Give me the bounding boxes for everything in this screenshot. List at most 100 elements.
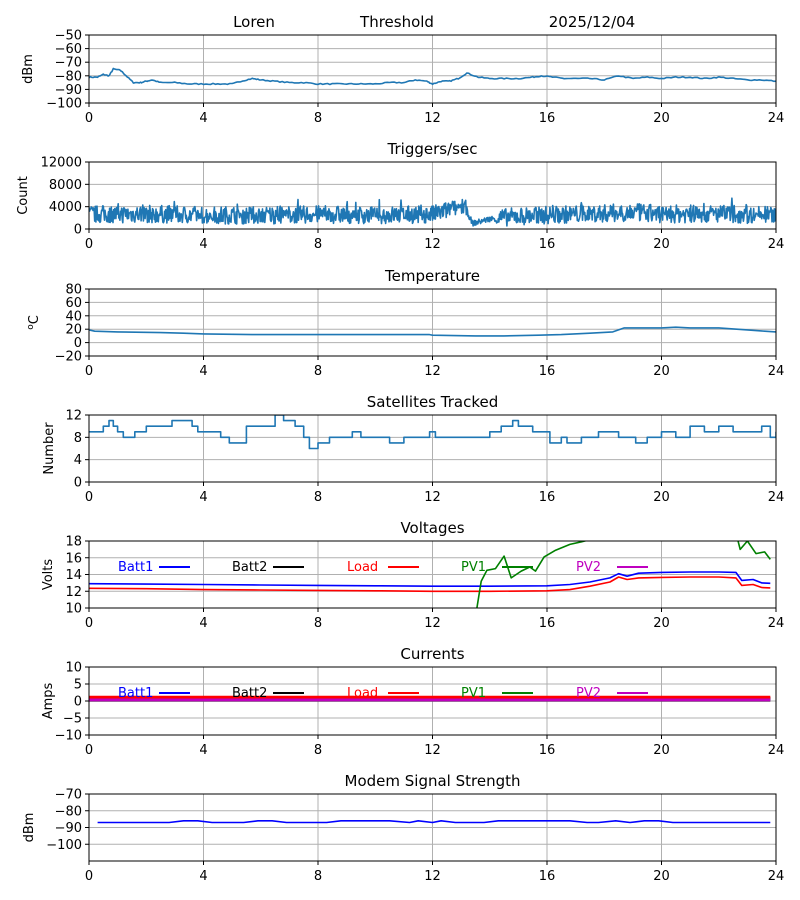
y-axis: 10 5 0 −5 −10: [55, 661, 89, 744]
series-group: [89, 695, 771, 702]
x-tick-label: 20: [653, 743, 670, 758]
x-tick-label: 8: [314, 743, 322, 758]
y-tick-label: −90: [55, 83, 82, 98]
gridlines: [88, 34, 777, 104]
legend-item-batt1: Batt1: [118, 686, 190, 701]
x-tick-label: 12: [424, 490, 441, 505]
gridlines: [88, 288, 777, 357]
y-tick-label: 10: [65, 661, 82, 676]
x-tick-label: 8: [314, 869, 322, 884]
legend-label: Load: [347, 560, 378, 575]
y-tick-label: −80: [55, 69, 82, 84]
x-tick-label: 8: [314, 237, 322, 252]
legend-item-batt2: Batt2: [232, 560, 304, 575]
series-group: [89, 326, 776, 337]
y-tick-label: −50: [55, 29, 82, 44]
y-tick-label: 12: [65, 585, 82, 600]
header-site: Loren: [233, 13, 275, 31]
series-line-pv1: [476, 541, 771, 608]
y-axis: −50−60−70−80−90−100: [46, 29, 89, 112]
chart-title: Voltages: [400, 519, 464, 537]
y-tick-label: 60: [65, 296, 82, 311]
x-tick-label: 0: [85, 364, 93, 379]
x-axis: 0 4 8 12 16 20 24: [85, 229, 784, 252]
legend-label: Load: [347, 686, 378, 701]
gridlines: [88, 793, 777, 861]
chart-triggers: Triggers/sec 0 4 8 12 16 20 24 12000 8000 4000 0 Cou…: [16, 140, 784, 252]
series-line-batt1: [89, 571, 771, 587]
y-axis-label-unit: C: [27, 315, 42, 324]
y-tick-label: −90: [55, 821, 82, 836]
y-tick-label: 0: [74, 476, 82, 491]
chart-voltages: Voltages Batt1 Batt2 Load PV1 PV2 0 4 8 12 16 20 24 1…: [41, 519, 784, 631]
x-tick-label: 12: [424, 364, 441, 379]
series-group: [89, 67, 776, 86]
x-tick-label: 8: [314, 616, 322, 631]
legend-label: Batt1: [118, 686, 153, 701]
x-tick-label: 12: [424, 616, 441, 631]
y-tick-label: −80: [55, 804, 82, 819]
x-tick-label: 20: [653, 364, 670, 379]
x-tick-label: 4: [199, 743, 207, 758]
x-tick-label: 24: [768, 743, 785, 758]
chart-threshold: 0 4 8 12 16 20 24 −50−60−70−80−90−100 dBm: [21, 29, 784, 127]
legend: Batt1 Batt2 Load PV1 PV2: [118, 560, 648, 575]
x-tick-label: 0: [85, 743, 93, 758]
x-axis: 0 4 8 12 16 20 24: [85, 482, 784, 505]
legend-label: Batt2: [232, 686, 267, 701]
legend-item-pv2: PV2: [576, 686, 648, 701]
legend-item-pv1: PV1: [461, 686, 533, 701]
y-tick-label: 12000: [41, 156, 82, 171]
y-tick-label: −70: [55, 788, 82, 803]
y-axis-label: Volts: [41, 559, 56, 591]
x-tick-label: 24: [768, 869, 785, 884]
x-tick-label: 4: [199, 111, 207, 126]
legend-item-load: Load: [347, 686, 419, 701]
chart-title: Satellites Tracked: [367, 393, 498, 411]
y-axis: 12 8 4 0: [65, 409, 89, 491]
x-tick-label: 0: [85, 111, 93, 126]
y-axis-label: dBm: [22, 813, 37, 843]
y-tick-label: 12: [65, 409, 82, 424]
legend-item-batt2: Batt2: [232, 686, 304, 701]
legend-label: Batt1: [118, 560, 153, 575]
series-group: [89, 415, 776, 450]
y-tick-label: 18: [65, 535, 82, 550]
x-axis: 0 4 8 12 16 20 24: [85, 103, 784, 126]
chart-title: Triggers/sec: [387, 140, 478, 158]
header-date: 2025/12/04: [549, 13, 635, 31]
y-axis-label-degree: o: [26, 324, 36, 330]
y-tick-label: 0: [74, 223, 82, 238]
y-tick-label: −20: [55, 350, 82, 365]
x-tick-label: 20: [653, 237, 670, 252]
series-line-temperature: [89, 326, 776, 337]
x-tick-label: 20: [653, 111, 670, 126]
legend-label: Batt2: [232, 560, 267, 575]
legend-label: PV2: [576, 560, 601, 575]
legend-item-pv2: PV2: [576, 560, 648, 575]
x-axis: 0 4 8 12 16 20 24: [85, 861, 784, 884]
x-tick-label: 16: [539, 869, 556, 884]
x-tick-label: 12: [424, 237, 441, 252]
x-tick-label: 24: [768, 364, 785, 379]
x-tick-label: 16: [539, 364, 556, 379]
x-tick-label: 8: [314, 111, 322, 126]
chart-modem: Modem Signal Strength 0 4 8 12 16 20 24 −70−80 −9…: [22, 772, 784, 884]
legend-item-pv1: PV1: [461, 560, 533, 575]
x-tick-label: 4: [199, 490, 207, 505]
x-tick-label: 12: [424, 869, 441, 884]
y-tick-label: 40: [65, 309, 82, 324]
legend-item-load: Load: [347, 560, 419, 575]
x-tick-label: 20: [653, 869, 670, 884]
x-tick-label: 8: [314, 490, 322, 505]
y-tick-label: 20: [65, 323, 82, 338]
x-tick-label: 12: [424, 111, 441, 126]
y-tick-label: −100: [46, 838, 82, 853]
y-tick-label: 16: [65, 551, 82, 566]
y-axis: −70−80 −90 −100: [46, 788, 89, 853]
x-axis: 0 4 8 12 16 20 24: [85, 356, 784, 379]
series-group: [89, 197, 776, 227]
y-tick-label: 0: [74, 336, 82, 351]
